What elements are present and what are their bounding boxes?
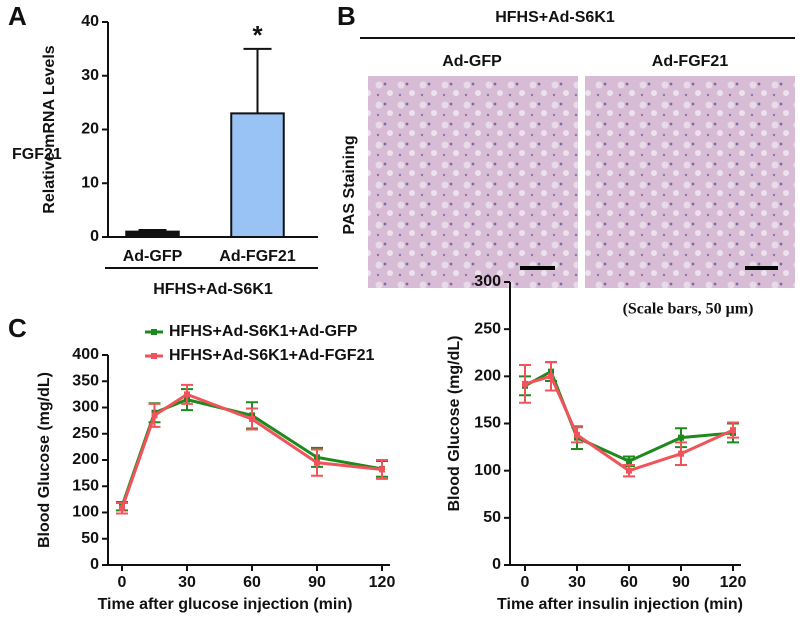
y-tick-label: 0 bbox=[492, 556, 501, 573]
bar bbox=[125, 230, 180, 238]
x-tick-label: 60 bbox=[620, 574, 638, 591]
point bbox=[184, 391, 190, 398]
y-tick-label: 0 bbox=[90, 556, 99, 573]
x-tick-label: 0 bbox=[118, 574, 127, 591]
y-tick-label: 250 bbox=[474, 320, 501, 337]
y-tick-label: 30 bbox=[81, 67, 99, 84]
y-tick-label: 150 bbox=[474, 415, 501, 432]
column-label: Ad-FGF21 bbox=[652, 53, 729, 70]
x-tick-label: 60 bbox=[243, 574, 261, 591]
series-line bbox=[524, 374, 734, 473]
y-tick-label: 20 bbox=[81, 121, 99, 138]
point bbox=[379, 466, 385, 473]
point bbox=[678, 450, 684, 457]
x-tick-label: 120 bbox=[720, 574, 747, 591]
y-tick-label: 200 bbox=[474, 368, 501, 385]
group-label: HFHS+Ad-S6K1 bbox=[153, 281, 273, 298]
legend-marker bbox=[151, 329, 157, 335]
point bbox=[522, 380, 528, 387]
series-line bbox=[524, 369, 734, 463]
histology-image bbox=[585, 76, 795, 288]
x-tick-label: 90 bbox=[672, 574, 690, 591]
y-tick-label: 400 bbox=[72, 346, 99, 363]
point bbox=[151, 412, 158, 419]
point bbox=[119, 505, 125, 512]
point bbox=[314, 459, 320, 466]
x-axis-label: Time after insulin injection (min) bbox=[497, 596, 743, 613]
y-axis-label-top: FGF21 bbox=[12, 146, 62, 163]
y-tick-label: 150 bbox=[72, 477, 99, 494]
x-tick-label: 30 bbox=[568, 574, 586, 591]
y-tick-label: 40 bbox=[81, 13, 99, 30]
series-line bbox=[120, 392, 383, 509]
y-tick-label: 50 bbox=[81, 530, 99, 547]
column-label: Ad-GFP bbox=[442, 53, 502, 70]
x-tick-label: 30 bbox=[178, 574, 196, 591]
y-axis-label: Blood Glucose (mg/dL) bbox=[446, 336, 463, 512]
panel-label: B bbox=[337, 1, 356, 31]
histology-image bbox=[368, 76, 578, 288]
y-tick-label: 100 bbox=[474, 462, 501, 479]
group-label: HFHS+Ad-S6K1 bbox=[495, 9, 615, 26]
row-label: PAS Staining bbox=[341, 135, 358, 234]
x-tick-label: 0 bbox=[521, 574, 530, 591]
point bbox=[574, 431, 580, 438]
point bbox=[626, 458, 632, 465]
y-tick-label: 0 bbox=[90, 228, 99, 245]
x-axis-label: Time after glucose injection (min) bbox=[98, 596, 353, 613]
y-tick-label: 250 bbox=[72, 425, 99, 442]
point bbox=[626, 467, 632, 474]
y-axis-label: Relative mRNA Levels bbox=[41, 45, 58, 213]
y-tick-label: 350 bbox=[72, 372, 99, 389]
y-tick-label: 50 bbox=[483, 509, 501, 526]
panel-label: A bbox=[8, 1, 27, 31]
point bbox=[730, 427, 736, 434]
point bbox=[678, 434, 684, 441]
point bbox=[548, 373, 554, 380]
x-tick-label: Ad-FGF21 bbox=[219, 248, 296, 265]
x-tick-label: Ad-GFP bbox=[123, 248, 183, 265]
panel-label: C bbox=[8, 313, 27, 343]
y-axis-label: Blood Glucose (mg/dL) bbox=[36, 372, 53, 548]
y-tick-label: 300 bbox=[474, 273, 501, 290]
legend-label: HFHS+Ad-S6K1+Ad-FGF21 bbox=[169, 347, 374, 364]
bar bbox=[230, 112, 285, 238]
scale-note: (Scale bars, 50 μm) bbox=[623, 301, 754, 318]
point bbox=[249, 416, 255, 423]
x-tick-label: 90 bbox=[308, 574, 326, 591]
x-tick-label: 120 bbox=[369, 574, 396, 591]
annotation: * bbox=[252, 20, 263, 50]
legend-marker bbox=[151, 353, 157, 359]
y-tick-label: 100 bbox=[72, 504, 99, 521]
y-tick-label: 10 bbox=[81, 174, 99, 191]
legend-label: HFHS+Ad-S6K1+Ad-GFP bbox=[169, 323, 358, 340]
y-tick-label: 300 bbox=[72, 399, 99, 416]
y-tick-label: 200 bbox=[72, 451, 99, 468]
